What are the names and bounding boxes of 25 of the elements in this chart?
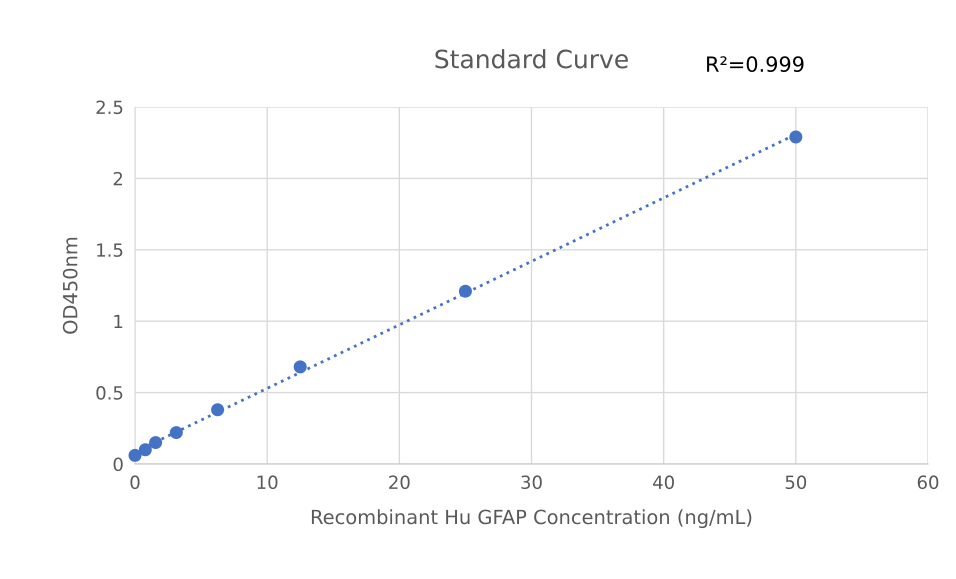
point <box>170 426 183 440</box>
point <box>128 448 142 462</box>
y-tick-label: 1.5 <box>97 243 122 257</box>
x-axis-title: Recombinant Hu GFAP Concentration (ng/mL) <box>312 509 752 528</box>
point <box>149 436 162 450</box>
y-tick-label: 2 <box>114 172 122 186</box>
y-tick-label: 2.5 <box>96 100 122 114</box>
x-tick-label: 40 <box>653 475 674 490</box>
point <box>294 360 307 374</box>
point <box>458 284 472 298</box>
y-tick-label: 0 <box>114 457 123 472</box>
y-axis-title: OD450nm <box>62 238 78 334</box>
x-tick-label: 20 <box>389 475 410 490</box>
point <box>211 403 224 416</box>
text: R²=0.999 <box>707 56 804 72</box>
x-tick-label: 60 <box>918 475 938 490</box>
y-tick-label: 1 <box>114 314 122 328</box>
x-tick-label: 30 <box>521 475 542 490</box>
x-tick-label: 50 <box>786 475 806 490</box>
point <box>789 130 802 144</box>
x-tick-label: 0 <box>130 475 140 490</box>
point <box>138 443 152 456</box>
y-tick-label: 0.5 <box>96 386 122 400</box>
chart-title: Standard Curve <box>435 49 628 68</box>
x-tick-label: 10 <box>258 475 278 490</box>
